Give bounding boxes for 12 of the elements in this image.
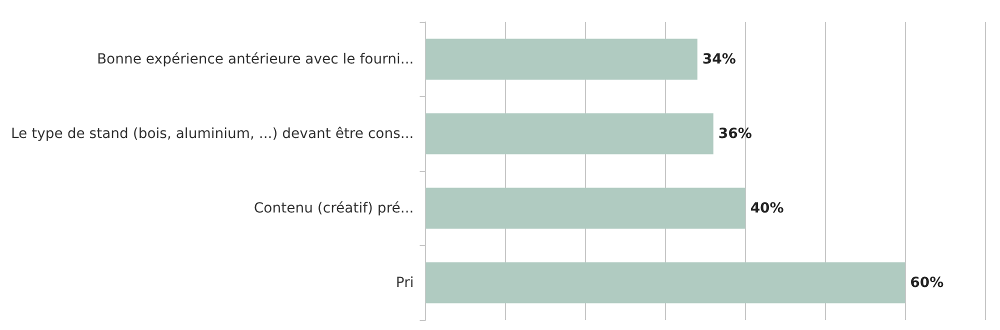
y-tick-label: Le type de stand (bois, aluminium, ...) devant être cons... (10, 126, 414, 142)
y-tick-label: Bonne expérience antérieure avec le fourni... (96, 51, 414, 68)
data-label: 34% (702, 51, 736, 68)
data-label: 60% (910, 274, 944, 291)
data-label: 40% (750, 200, 784, 216)
bar (426, 262, 906, 304)
data-label: 36% (718, 126, 752, 142)
bar (426, 188, 746, 229)
y-tick-label: Contenu (créatif) pré... (254, 200, 414, 216)
y-tick-label: Pri (396, 274, 414, 291)
bar (426, 38, 698, 80)
bar (426, 113, 714, 154)
